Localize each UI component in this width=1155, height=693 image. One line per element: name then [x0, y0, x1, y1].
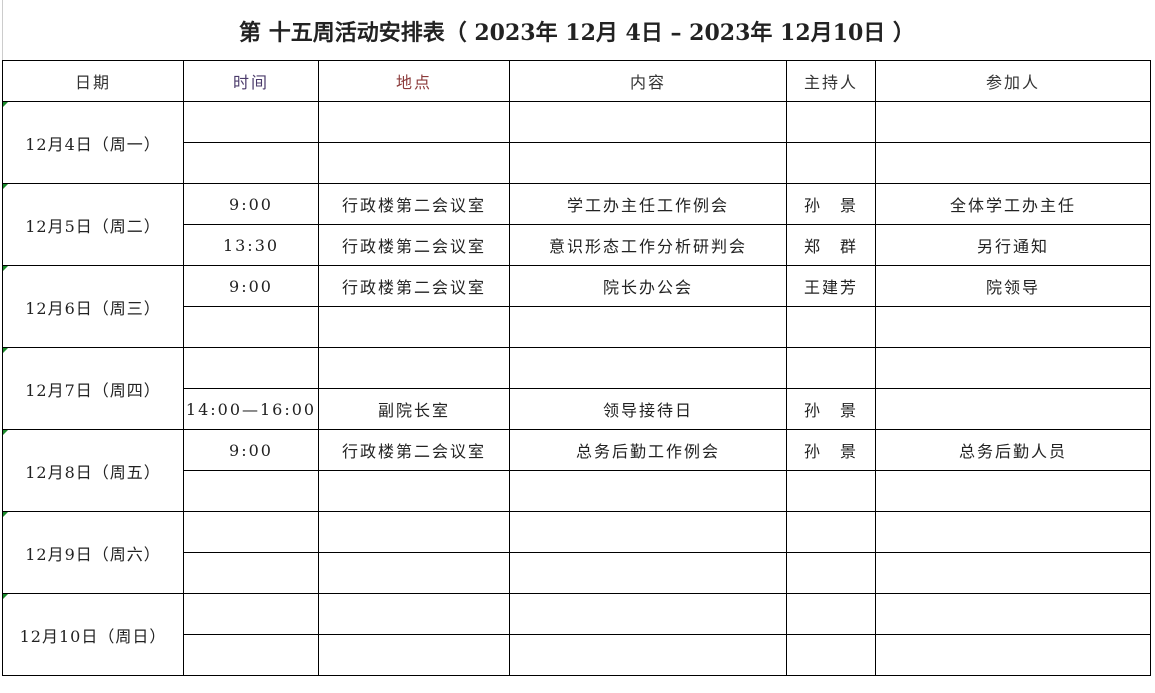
- host-cell[interactable]: 孙 景: [786, 388, 876, 430]
- time-cell[interactable]: [183, 142, 319, 184]
- host-cell[interactable]: 孙 景: [786, 183, 876, 225]
- time-cell[interactable]: 9:00: [183, 429, 319, 471]
- header-row: 日期 时间 地点 内容 主持人 参加人: [2, 60, 1151, 102]
- attendees-cell[interactable]: [875, 470, 1151, 512]
- host-cell[interactable]: [786, 470, 876, 512]
- attendees-cell[interactable]: 另行通知: [875, 224, 1151, 266]
- table-row: [3, 470, 1151, 512]
- content-cell[interactable]: 总务后勤工作例会: [509, 429, 787, 471]
- host-cell[interactable]: [786, 634, 876, 676]
- content-cell[interactable]: [509, 142, 787, 184]
- time-cell[interactable]: [183, 306, 319, 348]
- host-cell[interactable]: [786, 511, 876, 553]
- date-cell[interactable]: 12月9日（周六）: [2, 511, 184, 594]
- time-cell[interactable]: [183, 634, 319, 676]
- content-cell[interactable]: [509, 593, 787, 635]
- time-cell[interactable]: 9:00: [183, 183, 319, 225]
- time-cell[interactable]: [183, 470, 319, 512]
- place-cell[interactable]: [318, 511, 510, 553]
- attendees-cell[interactable]: 总务后勤人员: [875, 429, 1151, 471]
- content-cell[interactable]: 院长办公会: [509, 265, 787, 307]
- page-title: 第 十五周活动安排表（ 2023年 12月 4日 – 2023年 12月10日 …: [2, 0, 1151, 60]
- attendees-cell[interactable]: 全体学工办主任: [875, 183, 1151, 225]
- time-cell[interactable]: [183, 347, 319, 389]
- content-cell[interactable]: [509, 101, 787, 143]
- content-cell[interactable]: [509, 306, 787, 348]
- host-cell[interactable]: 王建芳: [786, 265, 876, 307]
- content-cell[interactable]: [509, 347, 787, 389]
- time-cell[interactable]: [183, 593, 319, 635]
- content-cell[interactable]: [509, 552, 787, 594]
- place-cell[interactable]: 行政楼第二会议室: [318, 224, 510, 266]
- time-cell[interactable]: [183, 511, 319, 553]
- time-cell[interactable]: [183, 552, 319, 594]
- attendees-cell[interactable]: [875, 552, 1151, 594]
- attendees-cell[interactable]: [875, 101, 1151, 143]
- table-row: 12月8日（周五） 9:00 行政楼第二会议室 总务后勤工作例会孙 景总务后勤人员: [2, 429, 1151, 512]
- header-host: 主持人: [786, 60, 876, 102]
- content-cell[interactable]: [509, 511, 787, 553]
- table-row: 13:30 行政楼第二会议室 意识形态工作分析研判会郑 群另行通知: [3, 224, 1151, 266]
- place-cell[interactable]: 行政楼第二会议室: [318, 429, 510, 471]
- table-row: 14:00—16:00 副院长室 领导接待日孙 景: [3, 388, 1151, 430]
- attendees-cell[interactable]: 院领导: [875, 265, 1151, 307]
- header-date: 日期: [2, 60, 184, 102]
- content-cell[interactable]: 领导接待日: [509, 388, 787, 430]
- content-cell[interactable]: 学工办主任工作例会: [509, 183, 787, 225]
- date-cell[interactable]: 12月10日（周日）: [2, 593, 184, 676]
- place-cell[interactable]: 行政楼第二会议室: [318, 265, 510, 307]
- content-cell[interactable]: 意识形态工作分析研判会: [509, 224, 787, 266]
- attendees-cell[interactable]: [875, 634, 1151, 676]
- place-cell[interactable]: [318, 593, 510, 635]
- host-cell[interactable]: [786, 142, 876, 184]
- schedule-table: 日期 时间 地点 内容 主持人 参加人 12月4日（周一） 12月5日（周二） 9:00 行政楼第…: [2, 60, 1151, 676]
- content-cell[interactable]: [509, 470, 787, 512]
- table-row: 12月7日（周四）: [2, 347, 1151, 430]
- host-cell[interactable]: 孙 景: [786, 429, 876, 471]
- time-cell[interactable]: 14:00—16:00: [183, 388, 319, 430]
- place-cell[interactable]: [318, 101, 510, 143]
- place-cell[interactable]: 副院长室: [318, 388, 510, 430]
- content-cell[interactable]: [509, 634, 787, 676]
- place-cell[interactable]: [318, 306, 510, 348]
- table-row: 12月5日（周二） 9:00 行政楼第二会议室 学工办主任工作例会孙 景全体学工办主任: [2, 183, 1151, 266]
- date-cell[interactable]: 12月7日（周四）: [2, 347, 184, 430]
- date-cell[interactable]: 12月6日（周三）: [2, 265, 184, 348]
- host-cell[interactable]: [786, 306, 876, 348]
- table-row: 12月6日（周三） 9:00 行政楼第二会议室 院长办公会 王建芳 院领导: [2, 265, 1151, 348]
- attendees-cell[interactable]: [875, 347, 1151, 389]
- host-cell[interactable]: [786, 552, 876, 594]
- time-cell[interactable]: 9:00: [183, 265, 319, 307]
- table-row: [3, 634, 1151, 676]
- date-cell[interactable]: 12月4日（周一）: [2, 101, 184, 184]
- table-row: [3, 552, 1151, 594]
- host-cell[interactable]: [786, 101, 876, 143]
- date-cell[interactable]: 12月8日（周五）: [2, 429, 184, 512]
- time-cell[interactable]: 13:30: [183, 224, 319, 266]
- host-cell[interactable]: [786, 593, 876, 635]
- header-attendees: 参加人: [875, 60, 1151, 102]
- attendees-cell[interactable]: [875, 511, 1151, 553]
- place-cell[interactable]: [318, 470, 510, 512]
- date-cell[interactable]: 12月5日（周二）: [2, 183, 184, 266]
- place-cell[interactable]: [318, 552, 510, 594]
- table-row: 12月10日（周日）: [2, 593, 1151, 676]
- header-time: 时间: [183, 60, 319, 102]
- table-row: 12月4日（周一）: [2, 101, 1151, 184]
- place-cell[interactable]: [318, 142, 510, 184]
- place-cell[interactable]: 行政楼第二会议室: [318, 183, 510, 225]
- place-cell[interactable]: [318, 347, 510, 389]
- attendees-cell[interactable]: [875, 388, 1151, 430]
- header-place: 地点: [318, 60, 510, 102]
- attendees-cell[interactable]: [875, 306, 1151, 348]
- host-cell[interactable]: [786, 347, 876, 389]
- host-cell[interactable]: 郑 群: [786, 224, 876, 266]
- table-row: [3, 306, 1151, 348]
- attendees-cell[interactable]: [875, 593, 1151, 635]
- table-row: 12月9日（周六）: [2, 511, 1151, 594]
- header-content: 内容: [509, 60, 787, 102]
- attendees-cell[interactable]: [875, 142, 1151, 184]
- time-cell[interactable]: [183, 101, 319, 143]
- place-cell[interactable]: [318, 634, 510, 676]
